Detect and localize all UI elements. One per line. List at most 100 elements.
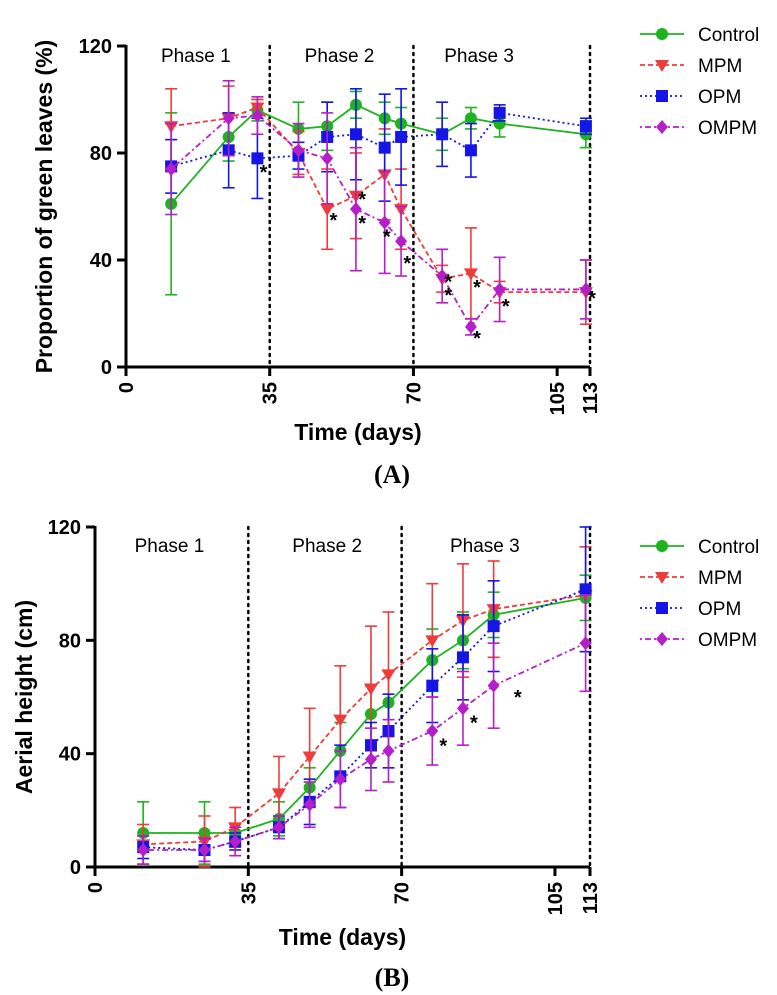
significance-star-a-5: * [403,253,411,275]
series-mpm-b [136,546,593,868]
phase-label-a-2: Phase 2 [305,46,375,67]
data-point-ompm-b-10 [487,678,500,693]
legend-label: Control [698,537,759,558]
data-point-ompm-b-6 [364,752,377,767]
significance-star-a-7: * [444,285,452,307]
legend-marker [656,90,668,102]
legend-entry-control-a: Control [640,25,759,46]
legend-marker [656,602,668,614]
phase-label-b-2: Phase 2 [292,536,362,557]
data-point-mpm-b-5 [333,714,348,727]
series-line-control-b [143,596,586,834]
data-point-mpm-b-3 [271,788,286,801]
panel-label-b: (B) [375,963,410,992]
legend-label: OMPM [698,118,757,139]
y-tick-label-a-0: 0 [101,357,112,379]
data-point-opm-b-8 [426,679,439,692]
data-point-ompm-a-6 [378,215,391,230]
data-point-ompm-a-11 [579,282,592,297]
data-point-opm-a-9 [464,144,477,157]
data-point-opm-a-6 [378,141,391,154]
y-tick-label-b-0: 0 [70,857,81,879]
data-point-ompm-b-3 [272,820,285,835]
data-point-ompm-b-2 [229,834,242,849]
data-point-ompm-a-5 [349,202,362,217]
legend-label: MPM [698,568,742,589]
x-tick-label-b-2: 70 [392,882,414,904]
legend-entry-ompm-a: OMPM [640,118,757,139]
data-point-ompm-b-0 [137,843,150,857]
series-line-opm-b [143,588,586,851]
significance-star-b-2: * [514,687,522,709]
data-point-ompm-b-5 [334,772,347,787]
data-point-ompm-a-2 [251,108,264,123]
y-tick-label-b-3: 120 [48,517,81,539]
y-tick-label-a-3: 120 [79,36,112,58]
legend-entry-mpm-b: MPM [640,568,742,589]
legend-label: OMPM [698,630,757,651]
data-point-mpm-a-9 [463,268,478,281]
data-point-ompm-a-7 [395,234,408,249]
significance-star-a-9: * [473,328,481,350]
data-point-ompm-b-9 [456,701,469,716]
phase-label-b-3: Phase 3 [450,536,520,557]
legend-label: Control [698,25,759,46]
y-axis-title-a: Proportion of green leaves (%) [31,40,57,374]
significance-star-a-4: * [383,226,391,248]
x-tick-label-a-1: 35 [260,382,282,404]
panel-label-a: (A) [374,460,410,489]
legend-marker [655,60,669,72]
series-control-b [137,574,592,865]
data-point-ompm-a-9 [464,319,477,334]
data-point-ompm-a-8 [436,269,449,284]
x-tick-label-a-0: 0 [116,382,138,393]
data-point-mpm-b-4 [302,751,317,764]
x-tick-label-a-4: 113 [580,382,602,414]
chart-panel-a: 0 40 80 120 0 35 70 105 113 Time (days) Proportion… [31,25,759,445]
significance-star-a-2: * [358,189,366,211]
legend-entry-ompm-b: OMPM [640,630,757,651]
legend-marker [656,540,668,552]
series-line-mpm-a [171,106,586,294]
data-point-ompm-a-4 [321,151,334,166]
y-tick-label-a-1: 40 [90,250,112,272]
legend-entry-mpm-a: MPM [640,56,742,77]
data-point-opm-b-9 [456,651,469,664]
legend-marker [656,632,668,646]
y-tick-label-b-1: 40 [59,744,81,766]
x-tick-label-a-2: 70 [403,382,425,404]
significance-star-a-0: * [260,162,268,184]
significance-star-b-0: * [439,735,447,757]
significance-star-a-11: * [588,288,596,310]
data-point-mpm-b-7 [381,669,396,682]
x-axis-title-b: Time (days) [279,924,406,950]
legend-label: MPM [698,56,742,77]
data-point-ompm-a-1 [222,111,235,126]
significance-star-a-3: * [358,213,366,235]
phase-label-a-3: Phase 3 [444,46,514,67]
data-point-ompm-b-1 [198,843,211,857]
y-tick-label-b-2: 80 [59,630,81,652]
significance-star-a-10: * [502,296,510,318]
legend-label: OPM [698,599,741,620]
y-axis-title-b: Aerial height (cm) [11,600,37,794]
significance-star-a-6: * [444,272,452,294]
data-point-ompm-b-7 [382,743,395,758]
x-axis-title-a: Time (days) [294,419,421,445]
phase-label-a-1: Phase 1 [161,46,231,67]
significance-star-b-1: * [470,713,478,735]
series-line-ompm-b [143,642,586,851]
phase-label-b-1: Phase 1 [135,536,205,557]
legend-marker [655,572,669,584]
data-point-ompm-b-11 [579,636,592,651]
data-point-ompm-a-10 [493,282,506,297]
data-point-opm-a-2 [251,152,264,165]
data-point-mpm-b-8 [425,635,440,648]
data-point-opm-b-10 [487,620,500,633]
x-tick-label-b-4: 113 [580,882,602,914]
data-point-opm-a-5 [349,128,362,141]
data-point-opm-a-7 [395,130,408,143]
chart-panel-b: 0 40 80 120 0 35 70 105 113 Time (days) Aerial hei… [11,517,759,950]
significance-star-a-1: * [329,210,337,232]
